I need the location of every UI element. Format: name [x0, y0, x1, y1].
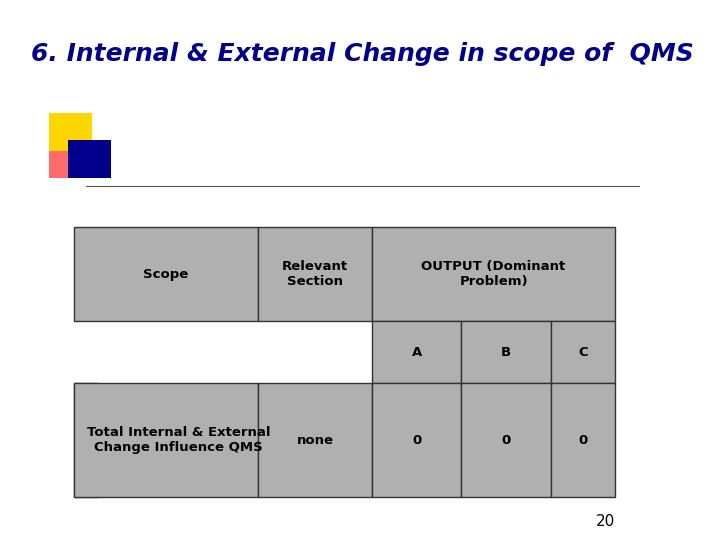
Bar — [73, 227, 258, 321]
Bar — [462, 321, 551, 383]
Bar — [258, 383, 372, 497]
Text: C: C — [578, 346, 588, 359]
Bar — [372, 227, 615, 321]
Bar — [73, 383, 258, 497]
Text: 6. Internal & External Change in scope of  QMS: 6. Internal & External Change in scope o… — [32, 42, 694, 66]
Text: B: B — [501, 346, 511, 359]
Text: 0: 0 — [412, 434, 421, 447]
Bar — [551, 383, 615, 497]
Text: none: none — [297, 434, 333, 447]
Bar — [49, 113, 92, 151]
Text: 20: 20 — [596, 514, 615, 529]
Bar — [68, 140, 111, 178]
Text: A: A — [412, 346, 422, 359]
Bar — [73, 383, 99, 497]
Bar — [462, 383, 551, 497]
Bar — [49, 140, 92, 178]
Text: 0: 0 — [501, 434, 510, 447]
Text: Scope: Scope — [143, 267, 189, 281]
Text: OUTPUT (Dominant
Problem): OUTPUT (Dominant Problem) — [421, 260, 566, 288]
Text: 0: 0 — [578, 434, 588, 447]
Text: Relevant
Section: Relevant Section — [282, 260, 348, 288]
Bar — [372, 383, 462, 497]
Bar — [551, 321, 615, 383]
Bar — [372, 321, 462, 383]
Bar — [258, 227, 372, 321]
Text: Total Internal & External
Change Influence QMS: Total Internal & External Change Influen… — [86, 426, 270, 454]
